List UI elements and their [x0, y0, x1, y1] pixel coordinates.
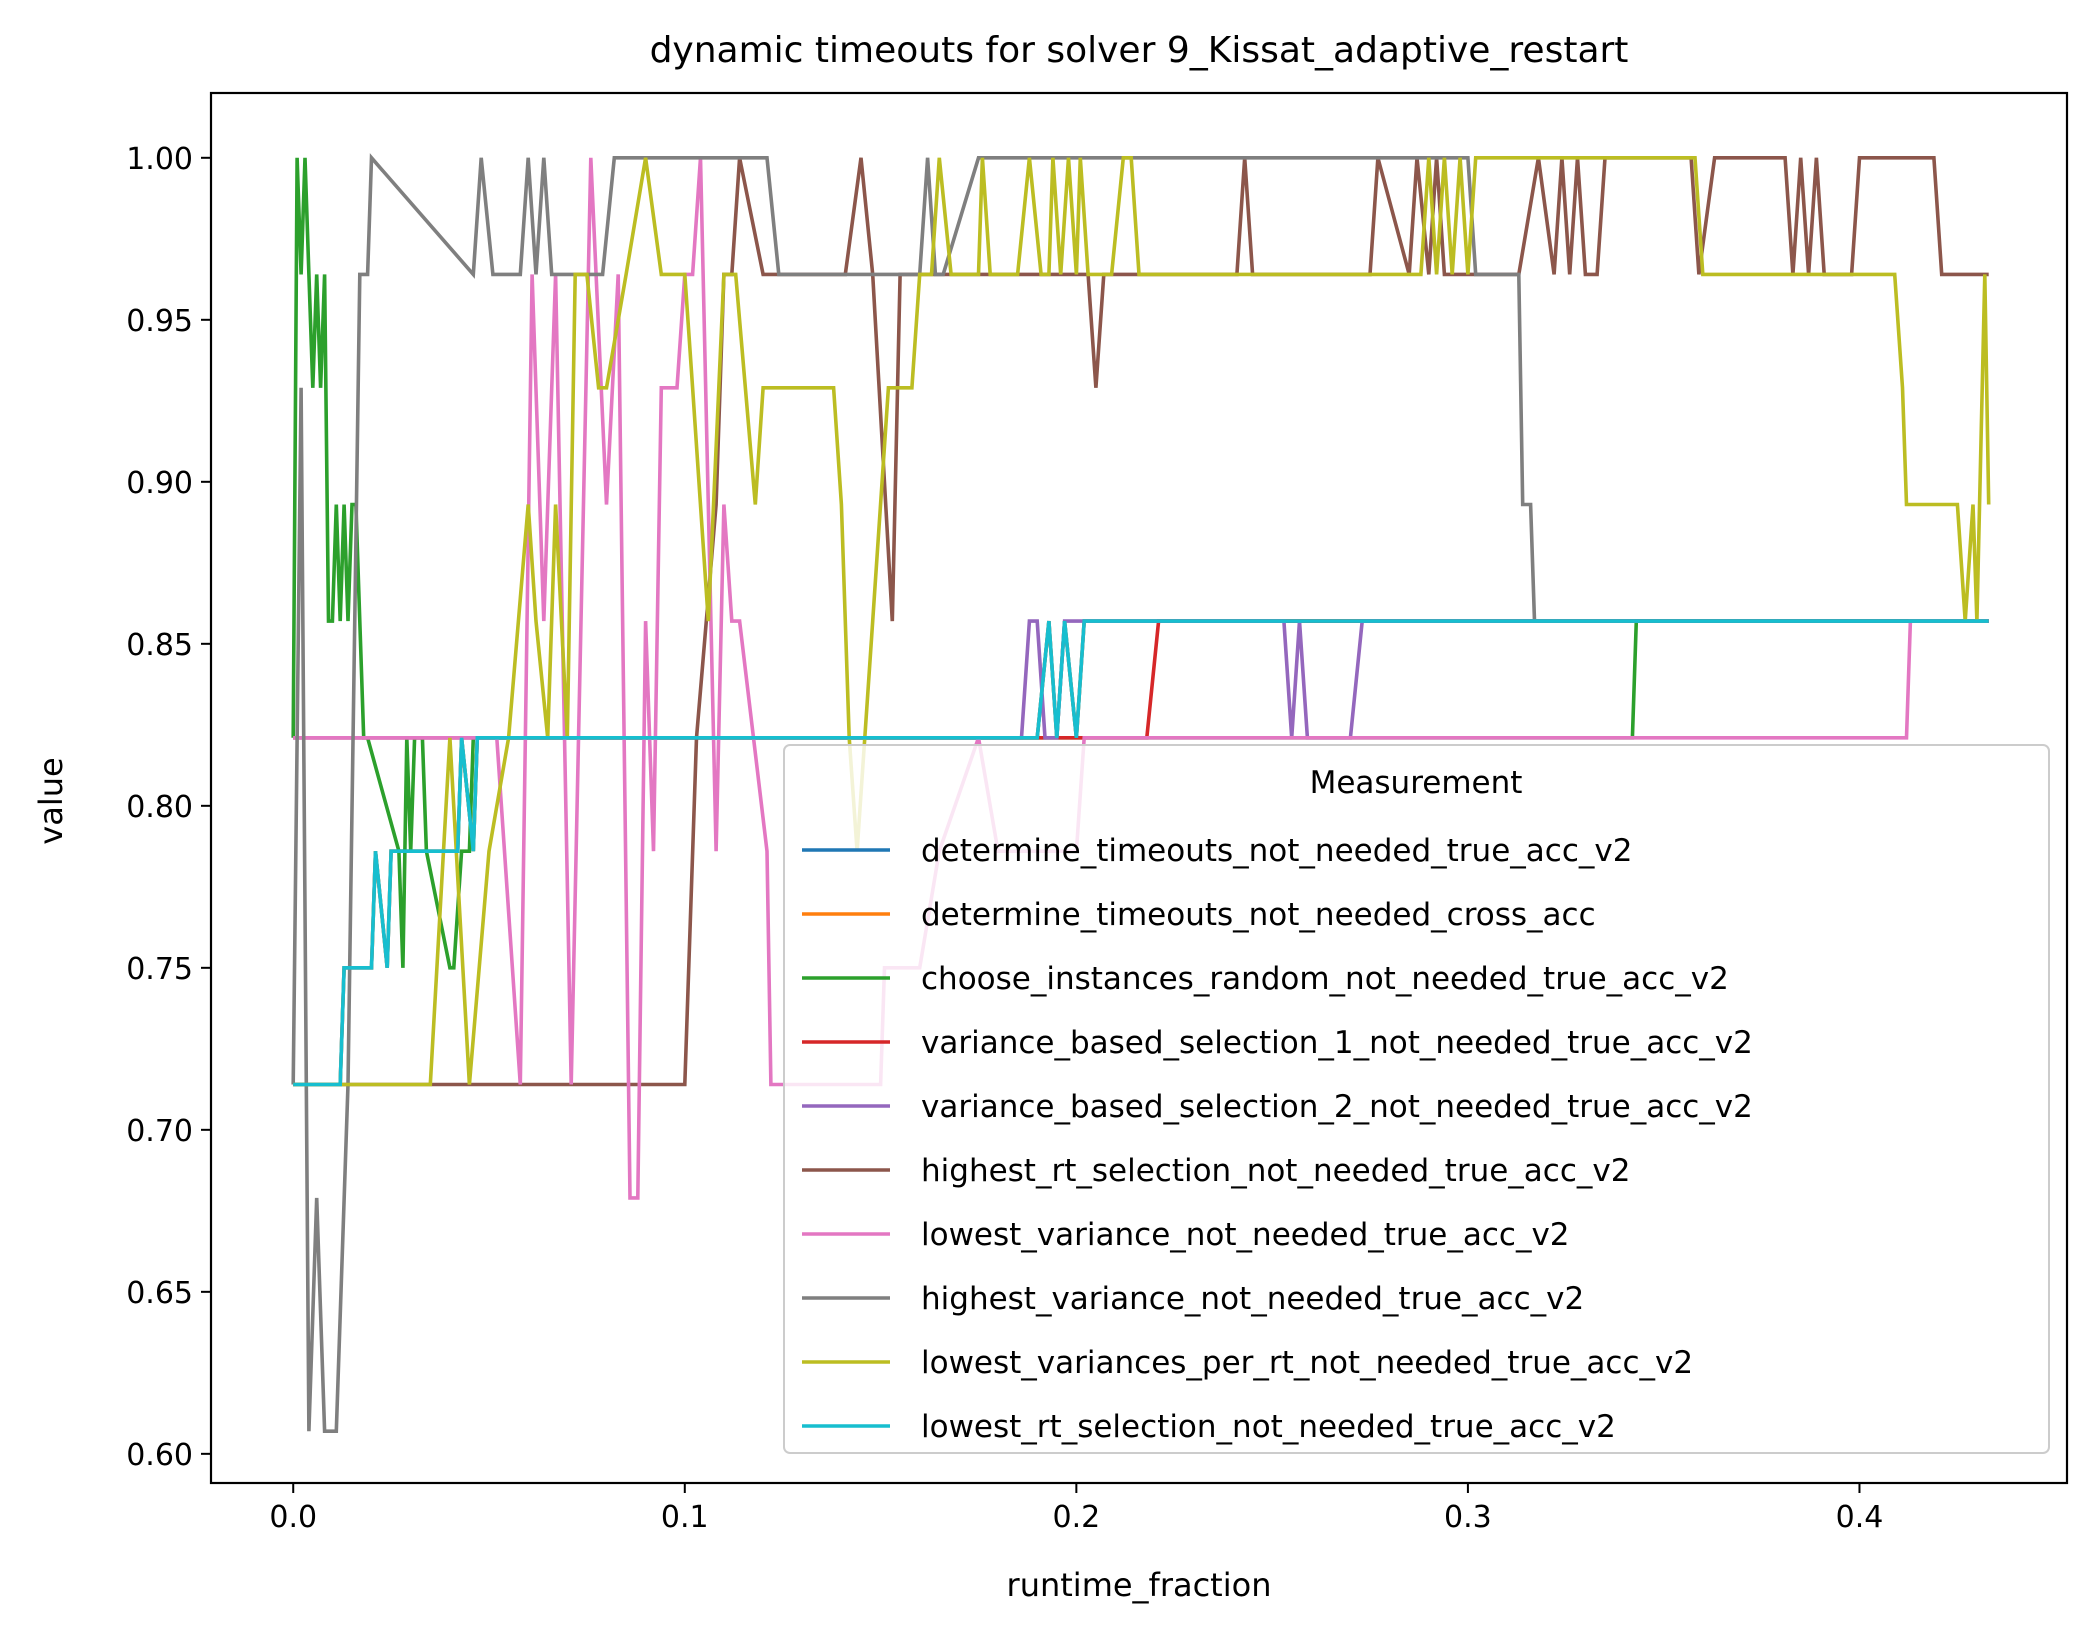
x-axis-ticks: 0.0 0.1 0.2 0.3 0.4	[269, 1483, 1883, 1535]
legend-entry-label: determine_timeouts_not_needed_true_acc_v…	[921, 833, 1632, 869]
series-layer	[291, 153, 1991, 1433]
y-tick-label: 1.00	[126, 142, 193, 177]
y-axis-ticks: 0.60 0.65 0.70 0.75 0.80 0.85 0.90 0.95 1.00	[126, 142, 211, 1473]
legend-title: Measurement	[1310, 765, 1523, 801]
y-tick-label: 0.80	[126, 790, 193, 825]
y-tick-label: 0.70	[126, 1114, 193, 1149]
legend-box	[783, 744, 2050, 1454]
y-tick-label: 0.95	[126, 304, 193, 339]
y-axis-label: value	[32, 757, 70, 844]
legend-entry-label: determine_timeouts_not_needed_cross_acc	[921, 897, 1596, 933]
y-tick-label: 0.65	[126, 1276, 193, 1311]
y-tick-label: 0.75	[126, 952, 193, 987]
series-line-highest_rt_selection_not_needed_true_acc_v2	[293, 156, 1989, 1087]
legend-entry-label: choose_instances_random_not_needed_true_…	[921, 961, 1729, 997]
x-tick-label: 0.0	[269, 1500, 317, 1535]
legend-entry-label: lowest_rt_selection_not_needed_true_acc_…	[921, 1409, 1616, 1445]
x-tick-label: 0.3	[1444, 1500, 1492, 1535]
y-tick-label: 0.60	[126, 1438, 193, 1473]
series-line-lowest_rt_selection_not_needed_true_acc_v2	[293, 619, 1989, 1087]
series-line-highest_variance_not_needed_true_acc_v2	[291, 153, 1989, 1433]
x-tick-label: 0.4	[1836, 1500, 1884, 1535]
legend-entries: determine_timeouts_not_needed_true_acc_v…	[802, 833, 1753, 1445]
x-axis-label: runtime_fraction	[1007, 1566, 1272, 1604]
x-tick-label: 0.1	[661, 1500, 709, 1535]
legend-entry-label: highest_variance_not_needed_true_acc_v2	[921, 1281, 1584, 1317]
legend-entry-label: lowest_variances_per_rt_not_needed_true_…	[921, 1345, 1693, 1381]
chart-title: dynamic timeouts for solver 9_Kissat_ada…	[650, 30, 1629, 71]
legend: Measurement determine_timeouts_not_neede…	[783, 744, 2050, 1454]
legend-entry-label: variance_based_selection_1_not_needed_tr…	[921, 1025, 1753, 1061]
series-line-lowest_variances_per_rt_not_needed_true_acc_v2	[293, 156, 1991, 1087]
y-tick-label: 0.85	[126, 628, 193, 663]
y-tick-label: 0.90	[126, 466, 193, 501]
legend-entry-label: lowest_variance_not_needed_true_acc_v2	[921, 1217, 1570, 1253]
plot-area-frame	[209, 91, 2069, 1485]
x-tick-label: 0.2	[1052, 1500, 1100, 1535]
legend-entry-label: highest_rt_selection_not_needed_true_acc…	[921, 1153, 1630, 1189]
legend-entry-label: variance_based_selection_2_not_needed_tr…	[921, 1089, 1753, 1125]
